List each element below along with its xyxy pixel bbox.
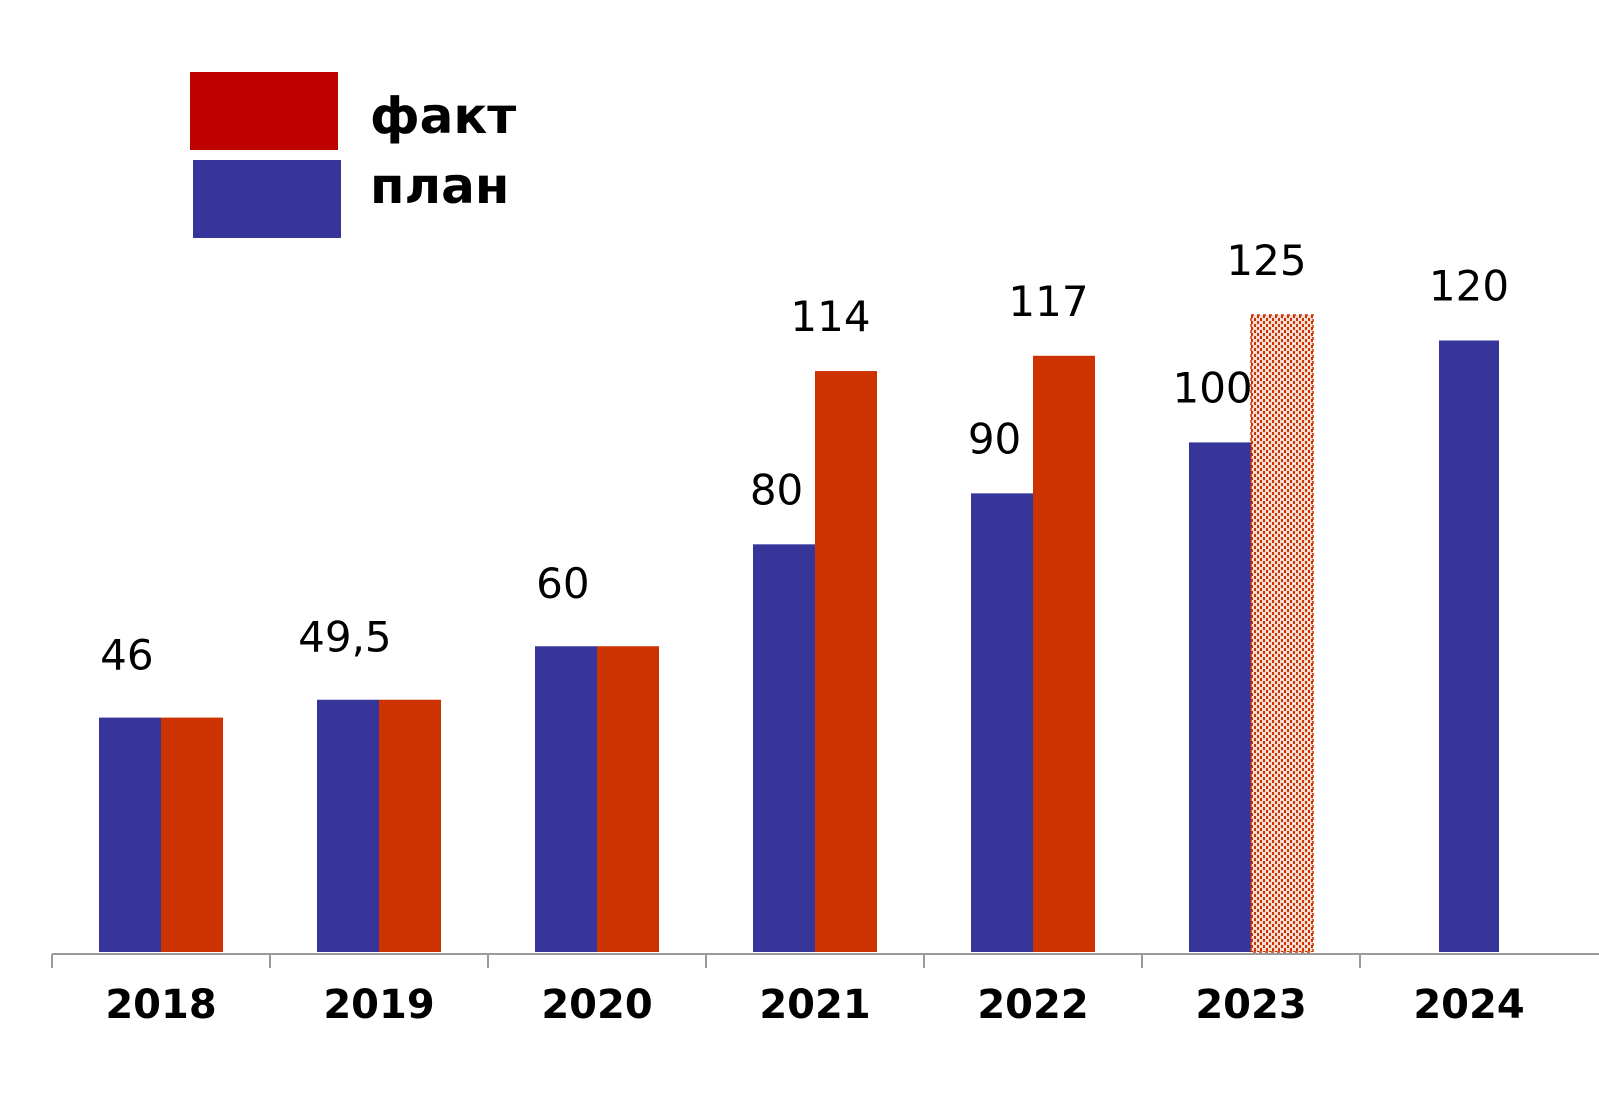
value-labels: 46 49,5 60 80 114 90 117 100 125 120 — [100, 236, 1509, 680]
value-label-plan-2024: 120 — [1429, 261, 1509, 310]
bar-plan-2021 — [753, 544, 815, 952]
bar-fact-2022 — [1033, 355, 1095, 952]
bar-fact-2023 — [1250, 314, 1314, 953]
legend: факт план — [190, 72, 516, 238]
x-tick-label-2023: 2023 — [1195, 982, 1306, 1028]
x-tick-label-2018: 2018 — [105, 982, 216, 1028]
x-axis: 2018 2019 2020 2021 2022 2023 2024 — [51, 953, 1599, 1028]
value-label-plan-2023: 100 — [1172, 363, 1252, 412]
legend-swatch-fact — [190, 72, 338, 150]
x-tick-label-2021: 2021 — [759, 982, 870, 1028]
bar-plan-2024 — [1439, 340, 1499, 953]
bar-fact-2018 — [161, 717, 223, 952]
value-label-fact-2021: 114 — [790, 292, 870, 341]
legend-label-fact: факт — [370, 87, 516, 145]
x-tick-label-2022: 2022 — [977, 982, 1088, 1028]
bar-fact-2019 — [379, 699, 441, 952]
x-tick-label-2020: 2020 — [541, 982, 652, 1028]
legend-swatch-plan — [193, 160, 341, 238]
bar-plan-2022 — [971, 493, 1033, 952]
bar-plan-2023 — [1189, 442, 1251, 952]
bar-plan-2020 — [535, 646, 597, 952]
value-label-plan-2022: 90 — [968, 414, 1021, 463]
value-label-plan-2019: 49,5 — [298, 613, 392, 662]
bar-plan-2018 — [99, 717, 161, 952]
value-label-plan-2021: 80 — [750, 465, 803, 514]
bars — [99, 314, 1499, 953]
value-label-fact-2022: 117 — [1008, 277, 1088, 326]
bar-fact-2021 — [815, 371, 877, 952]
value-label-fact-2023: 125 — [1226, 236, 1306, 285]
bar-fact-2020 — [597, 646, 659, 952]
value-label-plan-2018: 46 — [100, 631, 153, 680]
x-tick-label-2019: 2019 — [323, 982, 434, 1028]
bar-plan-2019 — [317, 699, 379, 952]
x-tick-label-2024: 2024 — [1413, 982, 1524, 1028]
value-label-plan-2020: 60 — [536, 559, 589, 608]
legend-label-plan: план — [370, 157, 509, 215]
